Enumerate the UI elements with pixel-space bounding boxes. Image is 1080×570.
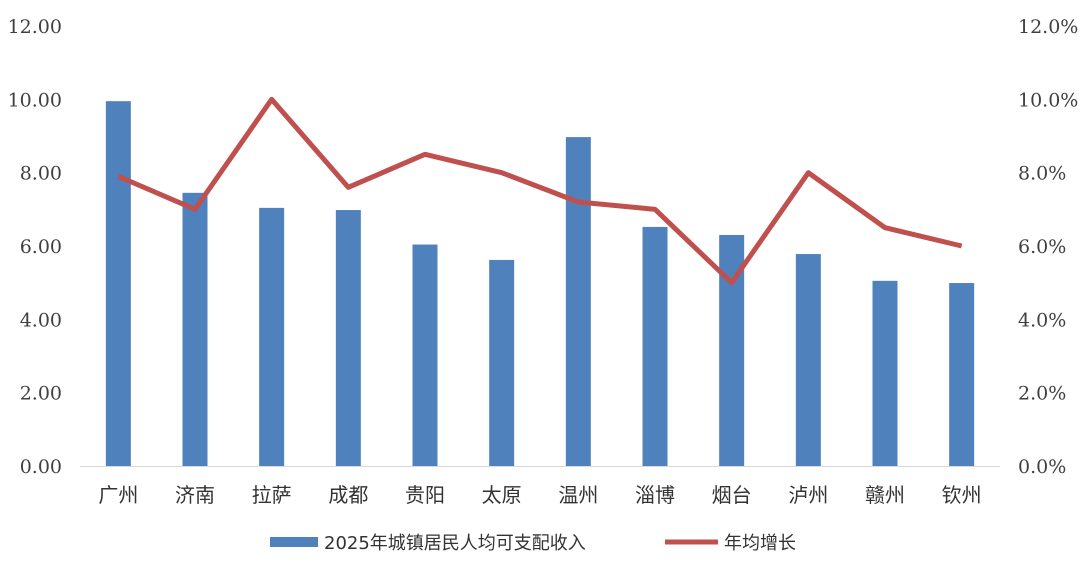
growth-line [118, 99, 961, 282]
bar-成都 [336, 210, 361, 466]
bar-贵阳 [413, 245, 438, 466]
bar-温州 [566, 137, 591, 466]
bar-太原 [489, 260, 514, 466]
category-label: 淄博 [635, 483, 675, 507]
legend-line-label: 年均增长 [724, 533, 796, 554]
left-axis-tick-label: 6.00 [20, 236, 62, 258]
bar-泸州 [796, 254, 821, 466]
left-axis-tick-label: 4.00 [20, 309, 62, 331]
bar-赣州 [873, 281, 898, 466]
right-axis-tick-label: 12.0% [1018, 16, 1078, 38]
left-axis-tick-label: 2.00 [20, 383, 62, 405]
left-axis-tick-label: 10.00 [8, 89, 62, 111]
left-axis-tick-label: 8.00 [20, 163, 62, 185]
category-label: 成都 [328, 483, 368, 507]
right-axis-tick-label: 6.0% [1018, 236, 1066, 258]
category-label: 温州 [558, 483, 598, 507]
category-label: 贵阳 [405, 483, 445, 507]
category-label: 赣州 [865, 483, 905, 507]
right-axis-tick-label: 8.0% [1018, 163, 1066, 185]
bar-济南 [183, 193, 208, 466]
legend-bar-label: 2025年城镇居民人均可支配收入 [324, 533, 586, 554]
right-axis-tick-label: 10.0% [1018, 89, 1078, 111]
right-axis-tick-label: 2.0% [1018, 383, 1066, 405]
bar-钦州 [949, 283, 974, 466]
legend-bar-swatch [270, 537, 318, 547]
bar-广州 [106, 101, 131, 466]
bar-拉萨 [259, 208, 284, 466]
category-label: 广州 [98, 483, 138, 507]
category-label: 钦州 [942, 483, 982, 507]
right-axis-tick-label: 4.0% [1018, 309, 1066, 331]
category-label: 泸州 [788, 483, 828, 507]
left-axis-tick-label: 12.00 [8, 16, 62, 38]
right-axis-tick-label: 0.0% [1018, 456, 1066, 478]
left-axis-tick-label: 0.00 [20, 456, 62, 478]
category-label: 拉萨 [252, 483, 292, 507]
category-label: 济南 [175, 483, 215, 507]
category-label: 太原 [482, 483, 522, 507]
category-label: 烟台 [712, 483, 752, 507]
bar-淄博 [643, 227, 668, 466]
